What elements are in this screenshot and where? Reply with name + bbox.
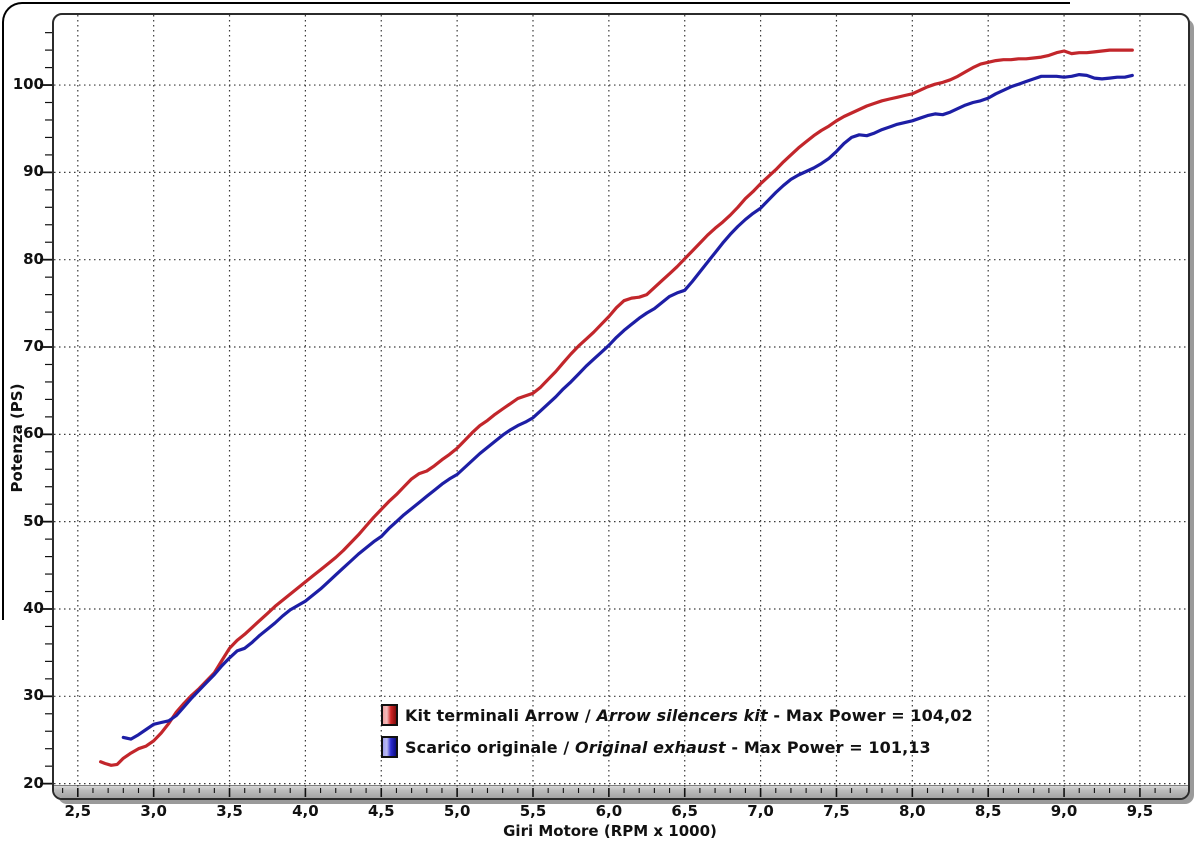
y-tick-label: 60 — [23, 424, 44, 443]
x-tick-label: 8,0 — [899, 802, 926, 820]
x-tick-label: 5,0 — [443, 802, 471, 820]
legend-row-original-exhaust: Scarico originale / Original exhaust - M… — [381, 736, 973, 758]
x-tick-label: 2,5 — [64, 802, 92, 820]
x-tick-label: 4,5 — [367, 802, 395, 820]
y-tick-label: 30 — [23, 686, 44, 705]
x-tick-label: 3,0 — [140, 802, 167, 820]
y-tick-label: 70 — [23, 337, 44, 355]
series-original-exhaust-line — [121, 72, 1134, 741]
plot-frame — [52, 13, 1190, 800]
y-tick-label: 80 — [23, 249, 44, 268]
x-tick-label: 7,5 — [823, 802, 850, 820]
x-axis-bar — [54, 785, 1188, 798]
y-tick-label: 40 — [23, 598, 44, 617]
x-axis-title: Giri Motore (RPM x 1000) — [503, 822, 717, 840]
page-edge-border — [2, 2, 1070, 620]
x-tick-label: 6,5 — [671, 802, 698, 820]
y-axis-title: Potenza (PS) — [8, 383, 26, 493]
legend-label-arrow-kit: Kit terminali Arrow / Arrow silencers ki… — [405, 705, 973, 725]
legend-swatch-original-exhaust — [381, 736, 398, 758]
x-tick-label: 6,0 — [595, 802, 623, 820]
series-arrow-kit-line — [98, 48, 1134, 767]
y-axis-ticks — [40, 32, 52, 785]
legend: Kit terminali Arrow / Arrow silencers ki… — [381, 704, 973, 758]
y-tick-label: 20 — [23, 773, 44, 792]
y-tick-label: 50 — [23, 511, 44, 530]
legend-swatch-arrow-kit — [381, 704, 398, 726]
x-tick-label: 7,0 — [747, 802, 774, 820]
x-tick-label: 5,5 — [519, 802, 547, 820]
legend-row-arrow-kit: Kit terminali Arrow / Arrow silencers ki… — [381, 704, 973, 726]
chart-canvas — [54, 15, 1188, 797]
x-tick-label: 9,0 — [1050, 802, 1078, 820]
y-tick-label: 100 — [12, 75, 44, 94]
y-tick-label: 90 — [23, 162, 44, 181]
x-tick-label: 3,5 — [216, 802, 243, 820]
x-tick-label: 9,5 — [1126, 802, 1154, 820]
legend-label-original-exhaust: Scarico originale / Original exhaust - M… — [405, 737, 931, 757]
x-tick-label: 4,0 — [292, 802, 319, 820]
x-tick-label: 8,5 — [974, 802, 1002, 820]
